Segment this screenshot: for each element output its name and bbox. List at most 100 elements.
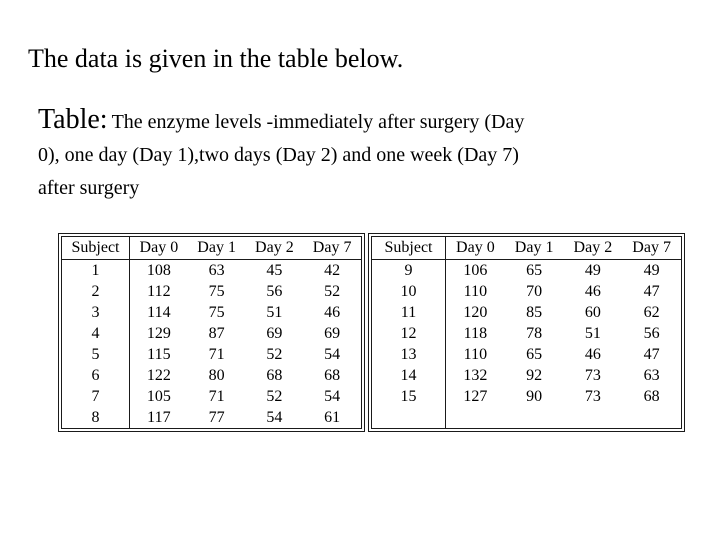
value-cell: 108 (146, 261, 171, 279)
value-cell: 49 (643, 261, 660, 279)
table-caption-line-2: 0), one day (Day 1),two days (Day 2) and… (38, 144, 519, 166)
value-cell (505, 407, 564, 428)
value-cell: 56 (266, 282, 283, 300)
subject-cell: 11 (372, 302, 446, 323)
table-row (372, 407, 681, 428)
value-cell: 87 (208, 324, 225, 342)
table-row: 8 117 77 54 61 (62, 407, 361, 428)
subject-cell: 7 (62, 386, 130, 407)
column-header: Day 1 (187, 237, 246, 260)
table-head: Subject Day 0 Day 1 Day 2 Day 7 (372, 237, 681, 260)
subject-cell: 10 (372, 281, 446, 302)
table-row: 3 114 75 51 46 (62, 302, 361, 323)
value-cell: 56 (643, 324, 660, 342)
subject-cell: 3 (62, 302, 130, 323)
value-cell: 77 (208, 408, 225, 426)
table-row: 5 115 71 52 54 (62, 344, 361, 365)
table-body: 9 106 65 49 49 10 110 70 46 47 (372, 260, 681, 428)
value-cell: 46 (584, 345, 601, 363)
value-cell: 80 (208, 366, 225, 384)
table-header-row: Subject Day 0 Day 1 Day 2 Day 7 (372, 237, 681, 260)
subject-cell: 1 (62, 260, 130, 281)
value-cell: 70 (526, 282, 543, 300)
value-cell: 120 (463, 303, 488, 321)
value-cell: 42 (324, 261, 341, 279)
value-cell: 60 (584, 303, 601, 321)
subject-cell: 12 (372, 323, 446, 344)
column-header: Day 2 (245, 237, 304, 260)
enzyme-table-left: Subject Day 0 Day 1 Day 2 Day 7 1 (58, 233, 365, 432)
value-cell: 46 (324, 303, 341, 321)
value-cell: 47 (643, 282, 660, 300)
value-cell: 75 (208, 282, 225, 300)
value-cell: 106 (463, 261, 488, 279)
value-cell: 78 (526, 324, 543, 342)
table-row: 13 110 65 46 47 (372, 344, 681, 365)
value-cell: 54 (324, 345, 341, 363)
subject-cell: 5 (62, 344, 130, 365)
value-cell (564, 407, 623, 428)
value-cell: 47 (643, 345, 660, 363)
value-cell: 63 (643, 366, 660, 384)
table-body: 1 108 63 45 42 2 112 75 56 52 (62, 260, 361, 428)
table-row: 10 110 70 46 47 (372, 281, 681, 302)
subject-cell: 14 (372, 365, 446, 386)
value-cell: 46 (584, 282, 601, 300)
value-cell: 68 (324, 366, 341, 384)
subject-cell: 6 (62, 365, 130, 386)
value-cell: 54 (324, 387, 341, 405)
value-cell: 69 (266, 324, 283, 342)
column-header: Subject (62, 237, 130, 260)
table-row: 4 129 87 69 69 (62, 323, 361, 344)
value-cell: 118 (463, 324, 488, 342)
value-cell: 63 (208, 261, 225, 279)
table-caption-line-3: after surgery (38, 177, 140, 199)
subject-cell: 15 (372, 386, 446, 407)
value-cell: 75 (208, 303, 225, 321)
table-head: Subject Day 0 Day 1 Day 2 Day 7 (62, 237, 361, 260)
table-row: 2 112 75 56 52 (62, 281, 361, 302)
subject-cell: 2 (62, 281, 130, 302)
value-cell: 71 (208, 387, 225, 405)
column-header: Day 0 (446, 237, 505, 260)
table-row: 9 106 65 49 49 (372, 260, 681, 281)
column-header: Day 7 (303, 237, 361, 260)
value-cell: 51 (266, 303, 283, 321)
value-cell: 117 (147, 408, 171, 426)
value-cell: 85 (526, 303, 543, 321)
value-cell: 110 (463, 345, 488, 363)
value-cell: 110 (463, 282, 488, 300)
value-cell: 52 (324, 282, 341, 300)
value-cell: 45 (266, 261, 283, 279)
column-header: Subject (372, 237, 446, 260)
value-cell: 51 (584, 324, 601, 342)
subject-cell: 13 (372, 344, 446, 365)
column-header: Day 1 (504, 237, 564, 260)
value-cell: 115 (147, 345, 171, 363)
value-cell: 68 (643, 387, 660, 405)
subject-cell: 4 (62, 323, 130, 344)
value-cell: 112 (147, 282, 171, 300)
value-cell: 122 (146, 366, 171, 384)
value-cell: 65 (526, 345, 543, 363)
column-header: Day 2 (563, 237, 623, 260)
table-row: 11 120 85 60 62 (372, 302, 681, 323)
table-caption-line-1: Table: The enzyme levels -immediately af… (38, 104, 524, 136)
slide-title: The data is given in the table below. (28, 44, 404, 73)
table-row: 6 122 80 68 68 (62, 365, 361, 386)
value-cell: 127 (463, 387, 488, 405)
value-cell: 52 (266, 345, 283, 363)
table-row: 7 105 71 52 54 (62, 386, 361, 407)
enzyme-table-right: Subject Day 0 Day 1 Day 2 Day 7 9 (368, 233, 685, 432)
value-cell: 105 (146, 387, 171, 405)
value-cell: 73 (584, 387, 601, 405)
value-cell: 61 (324, 408, 341, 426)
value-cell: 65 (526, 261, 543, 279)
column-header: Day 0 (130, 237, 188, 260)
value-cell: 90 (526, 387, 543, 405)
value-cell: 52 (266, 387, 283, 405)
column-header: Day 7 (622, 237, 681, 260)
value-cell: 73 (584, 366, 601, 384)
value-cell: 62 (643, 303, 660, 321)
